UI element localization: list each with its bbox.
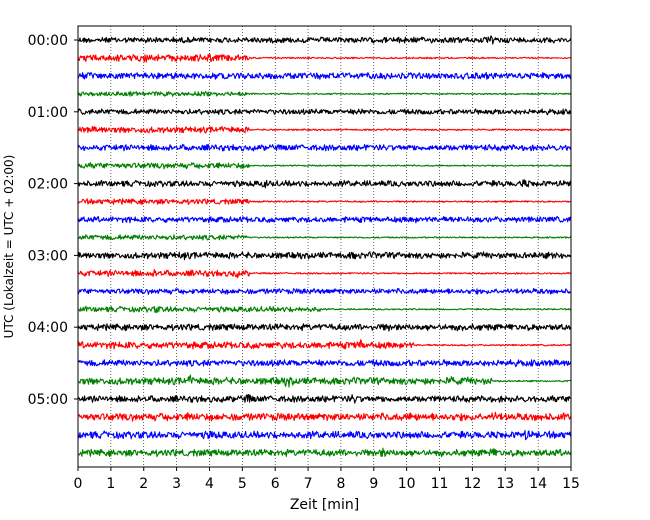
seismic-trace	[77, 339, 572, 350]
seismic-trace	[77, 429, 572, 441]
x-tick-label: 15	[562, 476, 580, 492]
x-tick-label: 3	[172, 476, 181, 492]
plot-frame	[77, 25, 572, 468]
seismic-trace	[77, 305, 572, 314]
seismic-trace	[77, 71, 572, 80]
x-tick-label: 10	[398, 476, 416, 492]
seismic-trace	[77, 125, 572, 134]
seismic-trace	[77, 90, 572, 97]
seismic-trace	[77, 179, 572, 189]
seismic-trace	[77, 359, 572, 368]
seismic-trace	[77, 35, 572, 45]
seismic-trace	[77, 143, 572, 152]
seismic-trace	[77, 287, 572, 295]
seismic-trace	[77, 374, 572, 388]
y-tick-label: 02:00	[28, 177, 68, 193]
seismic-traces	[77, 35, 572, 458]
y-axis-label: UTC (Lokalzeit = UTC + 02:00)	[2, 155, 16, 339]
seismic-trace	[77, 215, 572, 224]
y-tick-label: 04:00	[28, 320, 68, 336]
seismic-trace	[77, 53, 572, 63]
seismic-trace	[77, 108, 572, 116]
seismic-trace	[77, 234, 572, 241]
seismic-trace	[77, 411, 572, 422]
seismic-trace	[77, 251, 572, 261]
x-tick-label: 0	[74, 476, 83, 492]
y-tick-label: 03:00	[28, 248, 68, 264]
x-axis-ticks: 0 1 2 3 4 5 6 7 8 9 10 11 12 13 14 15	[74, 467, 580, 492]
x-tick-label: 4	[205, 476, 214, 492]
y-tick-label: 01:00	[28, 105, 68, 121]
seismic-trace	[77, 268, 572, 279]
x-tick-label: 8	[336, 476, 345, 492]
x-tick-label: 5	[238, 476, 247, 492]
x-tick-label: 13	[496, 476, 514, 492]
x-tick-label: 12	[463, 476, 481, 492]
x-tick-label: 2	[139, 476, 148, 492]
seismic-trace	[77, 162, 572, 170]
x-tick-label: 7	[304, 476, 313, 492]
seismic-trace	[77, 447, 572, 458]
seismic-trace	[77, 323, 572, 332]
x-tick-label: 9	[369, 476, 378, 492]
x-tick-label: 6	[271, 476, 280, 492]
y-tick-label: 00:00	[28, 33, 68, 49]
seismic-trace	[77, 394, 572, 404]
x-axis-label: Zeit [min]	[290, 497, 359, 513]
x-tick-label: 1	[106, 476, 115, 492]
x-tick-label: 14	[529, 476, 547, 492]
y-axis-ticks: 00:00 01:00 02:00 03:00 04:00 05:00	[28, 33, 78, 408]
y-tick-label: 05:00	[28, 392, 68, 408]
seismic-trace	[77, 198, 572, 206]
x-tick-label: 11	[431, 476, 449, 492]
